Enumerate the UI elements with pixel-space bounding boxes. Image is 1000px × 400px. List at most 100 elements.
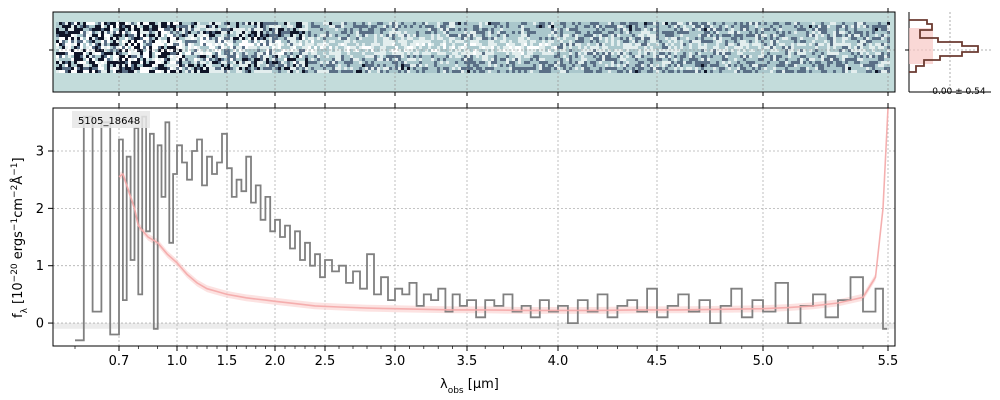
spectrum-2d-pixel — [482, 22, 485, 25]
spectrum-2d-pixel — [389, 37, 392, 40]
spectrum-2d-pixel — [146, 22, 149, 25]
spectrum-2d-pixel — [815, 25, 818, 28]
spectrum-2d-pixel — [446, 64, 449, 67]
spectrum-2d-pixel — [605, 22, 608, 25]
spectrum-2d-pixel — [425, 28, 428, 31]
spectrum-2d-pixel — [101, 64, 104, 67]
spectrum-2d-pixel — [251, 25, 254, 28]
spectrum-2d-pixel — [788, 37, 791, 40]
spectrum-2d-pixel — [104, 52, 107, 55]
spectrum-2d-pixel — [251, 43, 254, 46]
spectrum-2d-pixel — [314, 37, 317, 40]
spectrum-2d-pixel — [233, 64, 236, 67]
spectrum-2d-pixel — [776, 43, 779, 46]
y-tick-label-1: 1 — [36, 259, 44, 274]
spectrum-2d-pixel — [227, 55, 230, 58]
spectrum-2d-pixel — [380, 22, 383, 25]
spectrum-2d-pixel — [569, 34, 572, 37]
spectrum-2d-pixel — [803, 58, 806, 61]
spectrum-2d-pixel — [530, 22, 533, 25]
spectrum-2d-pixel — [587, 58, 590, 61]
spectrum-2d-pixel — [215, 49, 218, 52]
spectrum-2d-pixel — [725, 40, 728, 43]
spectrum-2d-pixel — [428, 58, 431, 61]
spectrum-2d-pixel — [710, 31, 713, 34]
spectrum-2d-pixel — [269, 43, 272, 46]
spectrum-2d-pixel — [764, 46, 767, 49]
spectrum-2d-pixel — [827, 46, 830, 49]
spectrum-2d-pixel — [371, 58, 374, 61]
spectrum-2d-pixel — [446, 61, 449, 64]
spectrum-2d-pixel — [341, 52, 344, 55]
spectrum-2d-pixel — [569, 64, 572, 67]
spectrum-2d-pixel — [353, 25, 356, 28]
spectrum-2d-pixel — [254, 31, 257, 34]
spectrum-2d-pixel — [431, 49, 434, 52]
spectrum-2d-pixel — [887, 67, 890, 70]
spectrum-2d-pixel — [137, 58, 140, 61]
spectrum-2d-pixel — [680, 37, 683, 40]
spectrum-2d-pixel — [161, 67, 164, 70]
spectrum-2d-pixel — [383, 55, 386, 58]
spectrum-2d-pixel — [371, 64, 374, 67]
spectrum-2d-pixel — [476, 40, 479, 43]
spectrum-2d-pixel — [815, 28, 818, 31]
spectrum-2d-pixel — [794, 49, 797, 52]
spectrum-2d-pixel — [752, 55, 755, 58]
spectrum-2d-pixel — [422, 43, 425, 46]
spectrum-2d-pixel — [551, 31, 554, 34]
spectrum-2d-pixel — [533, 61, 536, 64]
spectrum-2d-pixel — [701, 34, 704, 37]
spectrum-2d-pixel — [227, 43, 230, 46]
spectrum-2d-pixel — [467, 28, 470, 31]
spectrum-2d-pixel — [410, 46, 413, 49]
spectrum-2d-pixel — [500, 43, 503, 46]
spectrum-2d-pixel — [743, 34, 746, 37]
spectrum-2d-pixel — [800, 28, 803, 31]
spectrum-2d-pixel — [338, 34, 341, 37]
spectrum-2d-pixel — [452, 61, 455, 64]
spectrum-2d-pixel — [446, 28, 449, 31]
spectrum-2d-pixel — [800, 64, 803, 67]
spectrum-2d-pixel — [305, 61, 308, 64]
spectrum-2d-pixel — [269, 40, 272, 43]
spectrum-2d-pixel — [803, 37, 806, 40]
spectrum-2d-pixel — [143, 55, 146, 58]
spectrum-2d-pixel — [500, 55, 503, 58]
spectrum-2d-pixel — [590, 22, 593, 25]
spectrum-2d-pixel — [299, 43, 302, 46]
spectrum-2d-pixel — [497, 43, 500, 46]
spectrum-2d-pixel — [677, 34, 680, 37]
spectrum-2d-pixel — [728, 61, 731, 64]
spectrum-2d-pixel — [875, 70, 878, 73]
spectrum-2d-pixel — [521, 37, 524, 40]
spectrum-2d-pixel — [734, 58, 737, 61]
spectrum-2d-pixel — [392, 55, 395, 58]
spectrum-2d-pixel — [194, 52, 197, 55]
spectrum-2d-pixel — [410, 34, 413, 37]
spectrum-2d-pixel — [656, 46, 659, 49]
spectrum-2d-pixel — [545, 37, 548, 40]
spectrum-2d-pixel — [236, 52, 239, 55]
spectrum-2d-pixel — [452, 67, 455, 70]
spectrum-2d-pixel — [290, 64, 293, 67]
spectrum-2d-pixel — [872, 58, 875, 61]
spectrum-2d-pixel — [626, 55, 629, 58]
spectrum-2d-pixel — [275, 55, 278, 58]
spectrum-2d-pixel — [827, 67, 830, 70]
spectrum-2d-pixel — [62, 52, 65, 55]
spectrum-2d-pixel — [344, 52, 347, 55]
spectrum-2d-pixel — [623, 58, 626, 61]
spectrum-2d-pixel — [146, 40, 149, 43]
spectrum-2d-pixel — [611, 43, 614, 46]
spectrum-2d-pixel — [284, 61, 287, 64]
spectrum-2d-pixel — [746, 40, 749, 43]
spectrum-2d-pixel — [443, 46, 446, 49]
spectrum-2d-pixel — [680, 64, 683, 67]
spectrum-2d-pixel — [605, 61, 608, 64]
spectrum-2d-pixel — [725, 34, 728, 37]
spectrum-2d-pixel — [629, 25, 632, 28]
spectrum-2d-pixel — [866, 70, 869, 73]
spectrum-2d-pixel — [122, 52, 125, 55]
spectrum-2d-pixel — [746, 52, 749, 55]
